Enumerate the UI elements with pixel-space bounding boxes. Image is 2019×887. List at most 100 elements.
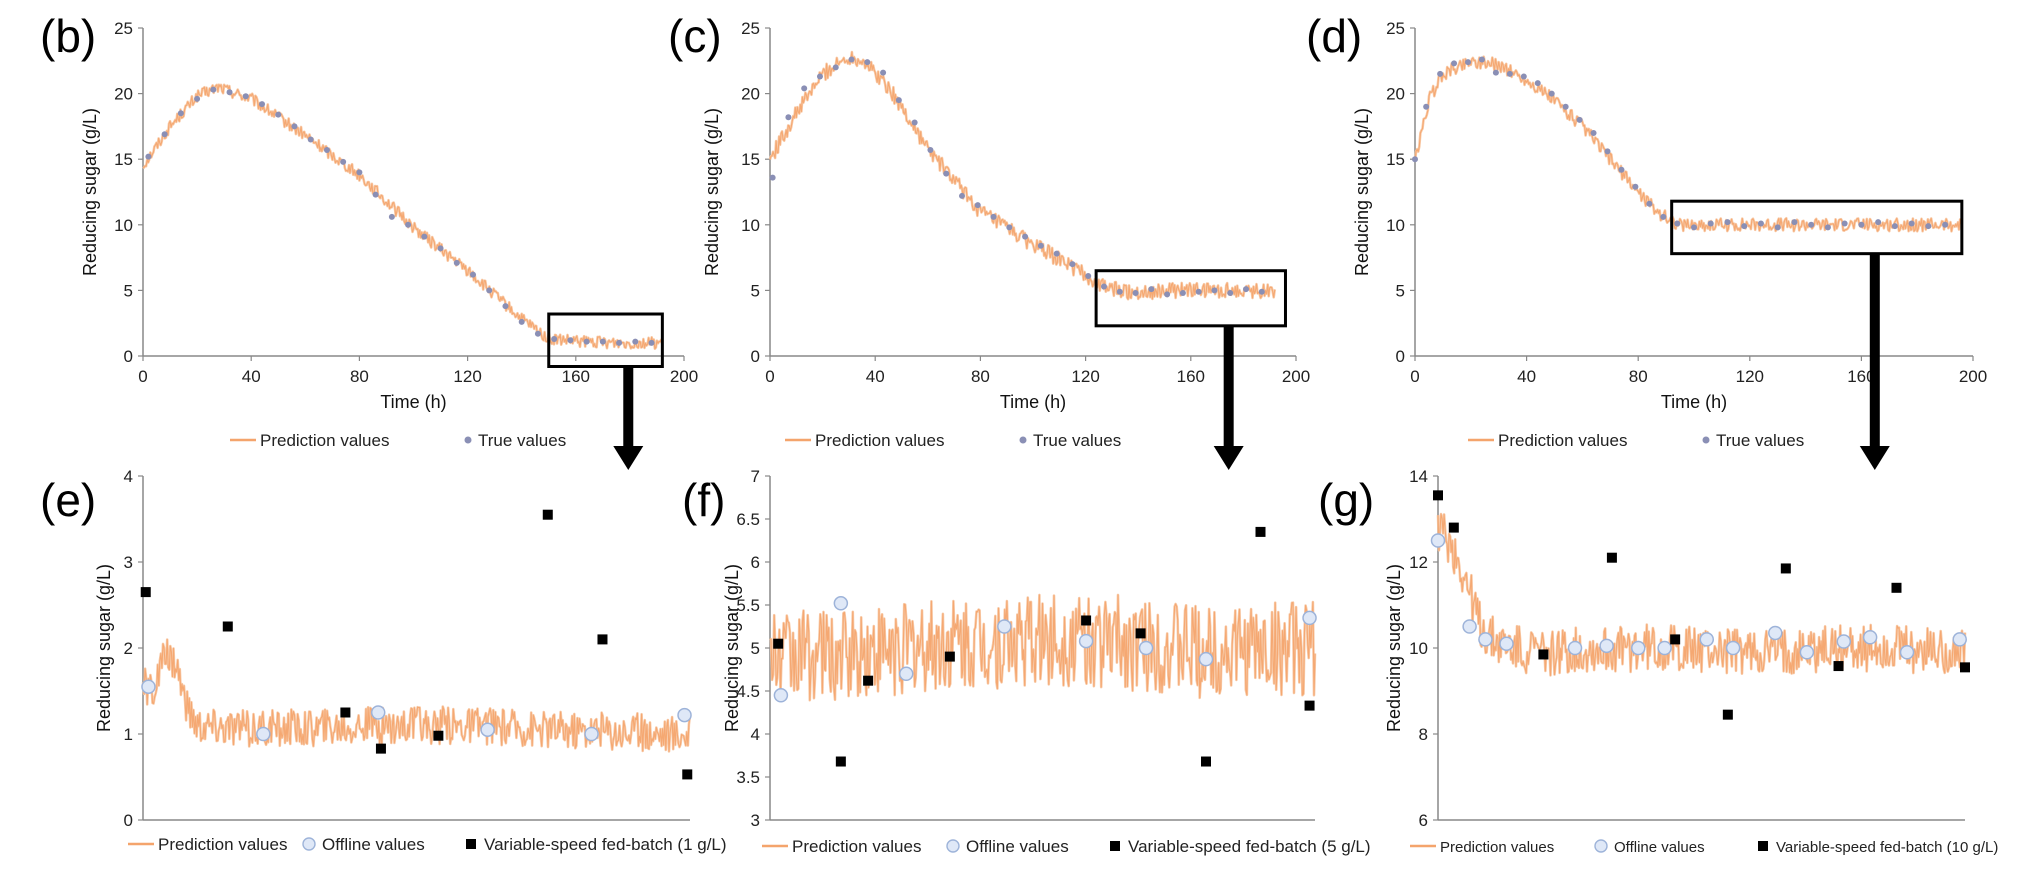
true-value-point xyxy=(1085,272,1092,279)
true-value-point xyxy=(1604,148,1611,155)
offline-value-point xyxy=(899,666,914,682)
y-tick-label: 20 xyxy=(114,85,133,104)
y-axis-title: Reducing sugar (g/L) xyxy=(722,564,742,732)
x-tick-label: 160 xyxy=(1847,367,1875,386)
true-value-point xyxy=(1908,220,1915,227)
legend-label: Prediction values xyxy=(1498,431,1627,450)
fed-batch-point xyxy=(597,634,608,645)
offline-value-point xyxy=(1138,640,1154,656)
prediction-line xyxy=(1413,55,1963,233)
true-value-point xyxy=(801,85,808,92)
true-value-point xyxy=(1841,220,1848,227)
legend-swatch-square xyxy=(1758,841,1768,851)
true-value-point xyxy=(534,330,541,337)
y-tick-label: 6 xyxy=(1419,811,1428,830)
true-value-point xyxy=(470,271,477,278)
fed-batch-point xyxy=(863,675,874,686)
fed-batch-point xyxy=(222,621,233,632)
true-value-point xyxy=(1437,70,1444,77)
y-tick-label: 10 xyxy=(114,216,133,235)
legend-swatch-dot xyxy=(1019,436,1027,444)
true-value-point xyxy=(1179,290,1186,297)
zoom-highlight-box xyxy=(1094,269,1287,328)
true-value-point xyxy=(583,338,590,345)
fed-batch-point xyxy=(1448,522,1459,533)
true-value-point xyxy=(848,56,855,63)
true-value-point xyxy=(388,213,395,220)
true-value-point xyxy=(1164,291,1171,298)
x-tick-label: 160 xyxy=(562,367,590,386)
x-tick-label: 120 xyxy=(1736,367,1764,386)
y-tick-label: 8 xyxy=(1419,725,1428,744)
y-tick-label: 25 xyxy=(741,19,760,38)
panel-label: (f) xyxy=(682,474,725,526)
x-tick-label: 200 xyxy=(670,367,698,386)
panel-label: (c) xyxy=(668,10,722,62)
y-tick-label: 14 xyxy=(1409,467,1428,486)
y-tick-label: 5 xyxy=(751,639,760,658)
fed-batch-point xyxy=(1255,526,1266,537)
offline-value-point xyxy=(1725,640,1741,656)
offline-value-point xyxy=(1462,619,1477,634)
offline-value-point xyxy=(833,596,849,611)
fed-batch-point xyxy=(542,509,553,520)
y-tick-label: 5 xyxy=(751,281,760,300)
true-value-point xyxy=(291,123,298,130)
offline-value-point xyxy=(370,705,386,720)
chart-panel-c: (c) 0 5 10 15 20 25 0 40 80 120 160 200 Time (h) Reduc… xyxy=(668,10,1310,470)
true-value-point xyxy=(551,335,558,342)
fed-batch-point xyxy=(1960,662,1970,673)
y-tick-label: 0 xyxy=(751,347,760,366)
x-axis-title: Time (h) xyxy=(1000,392,1066,412)
y-tick-label: 25 xyxy=(114,19,133,38)
y-axis-title: Reducing sugar (g/L) xyxy=(702,108,722,276)
panel-label: (b) xyxy=(40,10,96,62)
true-value-point xyxy=(1211,287,1218,294)
true-value-point xyxy=(927,147,934,154)
true-value-point xyxy=(648,339,655,346)
true-value-point xyxy=(1660,213,1667,220)
x-tick-label: 0 xyxy=(765,367,774,386)
legend-label: True values xyxy=(1033,431,1121,450)
true-value-point xyxy=(1808,221,1815,228)
fed-batch-point xyxy=(1606,552,1617,563)
panel-label: (g) xyxy=(1318,474,1374,526)
true-value-point xyxy=(1562,103,1569,110)
true-value-point xyxy=(1116,288,1123,295)
true-value-point xyxy=(372,191,379,198)
y-tick-label: 0 xyxy=(124,811,133,830)
fed-batch-point xyxy=(944,651,955,662)
true-value-point xyxy=(1465,59,1472,66)
true-value-point xyxy=(1774,224,1781,231)
true-value-point xyxy=(1925,223,1932,230)
x-tick-label: 120 xyxy=(453,367,481,386)
prediction-line-core xyxy=(142,638,691,752)
y-tick-label: 6 xyxy=(751,553,760,572)
x-tick-label: 160 xyxy=(1177,367,1205,386)
true-value-point xyxy=(1858,221,1865,228)
offline-value-point xyxy=(1631,640,1646,656)
true-value-point xyxy=(816,73,823,80)
y-tick-label: 6.5 xyxy=(736,510,760,529)
offline-value-point xyxy=(584,726,599,742)
offline-value-point xyxy=(1836,634,1852,649)
legend-swatch-square xyxy=(466,839,476,849)
true-value-point xyxy=(1791,219,1798,226)
offline-value-point xyxy=(1078,633,1094,649)
zoom-highlight-box xyxy=(547,312,664,368)
legend-label: Offline values xyxy=(1614,839,1705,856)
offline-value-point xyxy=(480,722,495,737)
x-axis-title: Time (h) xyxy=(1661,392,1727,412)
x-tick-label: 120 xyxy=(1071,367,1099,386)
fed-batch-point xyxy=(1891,582,1902,593)
offline-value-point xyxy=(677,707,692,723)
true-value-point xyxy=(356,169,363,176)
true-value-point xyxy=(323,147,330,154)
offline-value-point xyxy=(141,679,156,694)
x-axis-title: Time (h) xyxy=(380,392,446,412)
y-tick-label: 10 xyxy=(1409,639,1428,658)
true-value-point xyxy=(486,287,493,294)
y-tick-label: 15 xyxy=(114,150,133,169)
panel-label: (d) xyxy=(1306,10,1362,62)
